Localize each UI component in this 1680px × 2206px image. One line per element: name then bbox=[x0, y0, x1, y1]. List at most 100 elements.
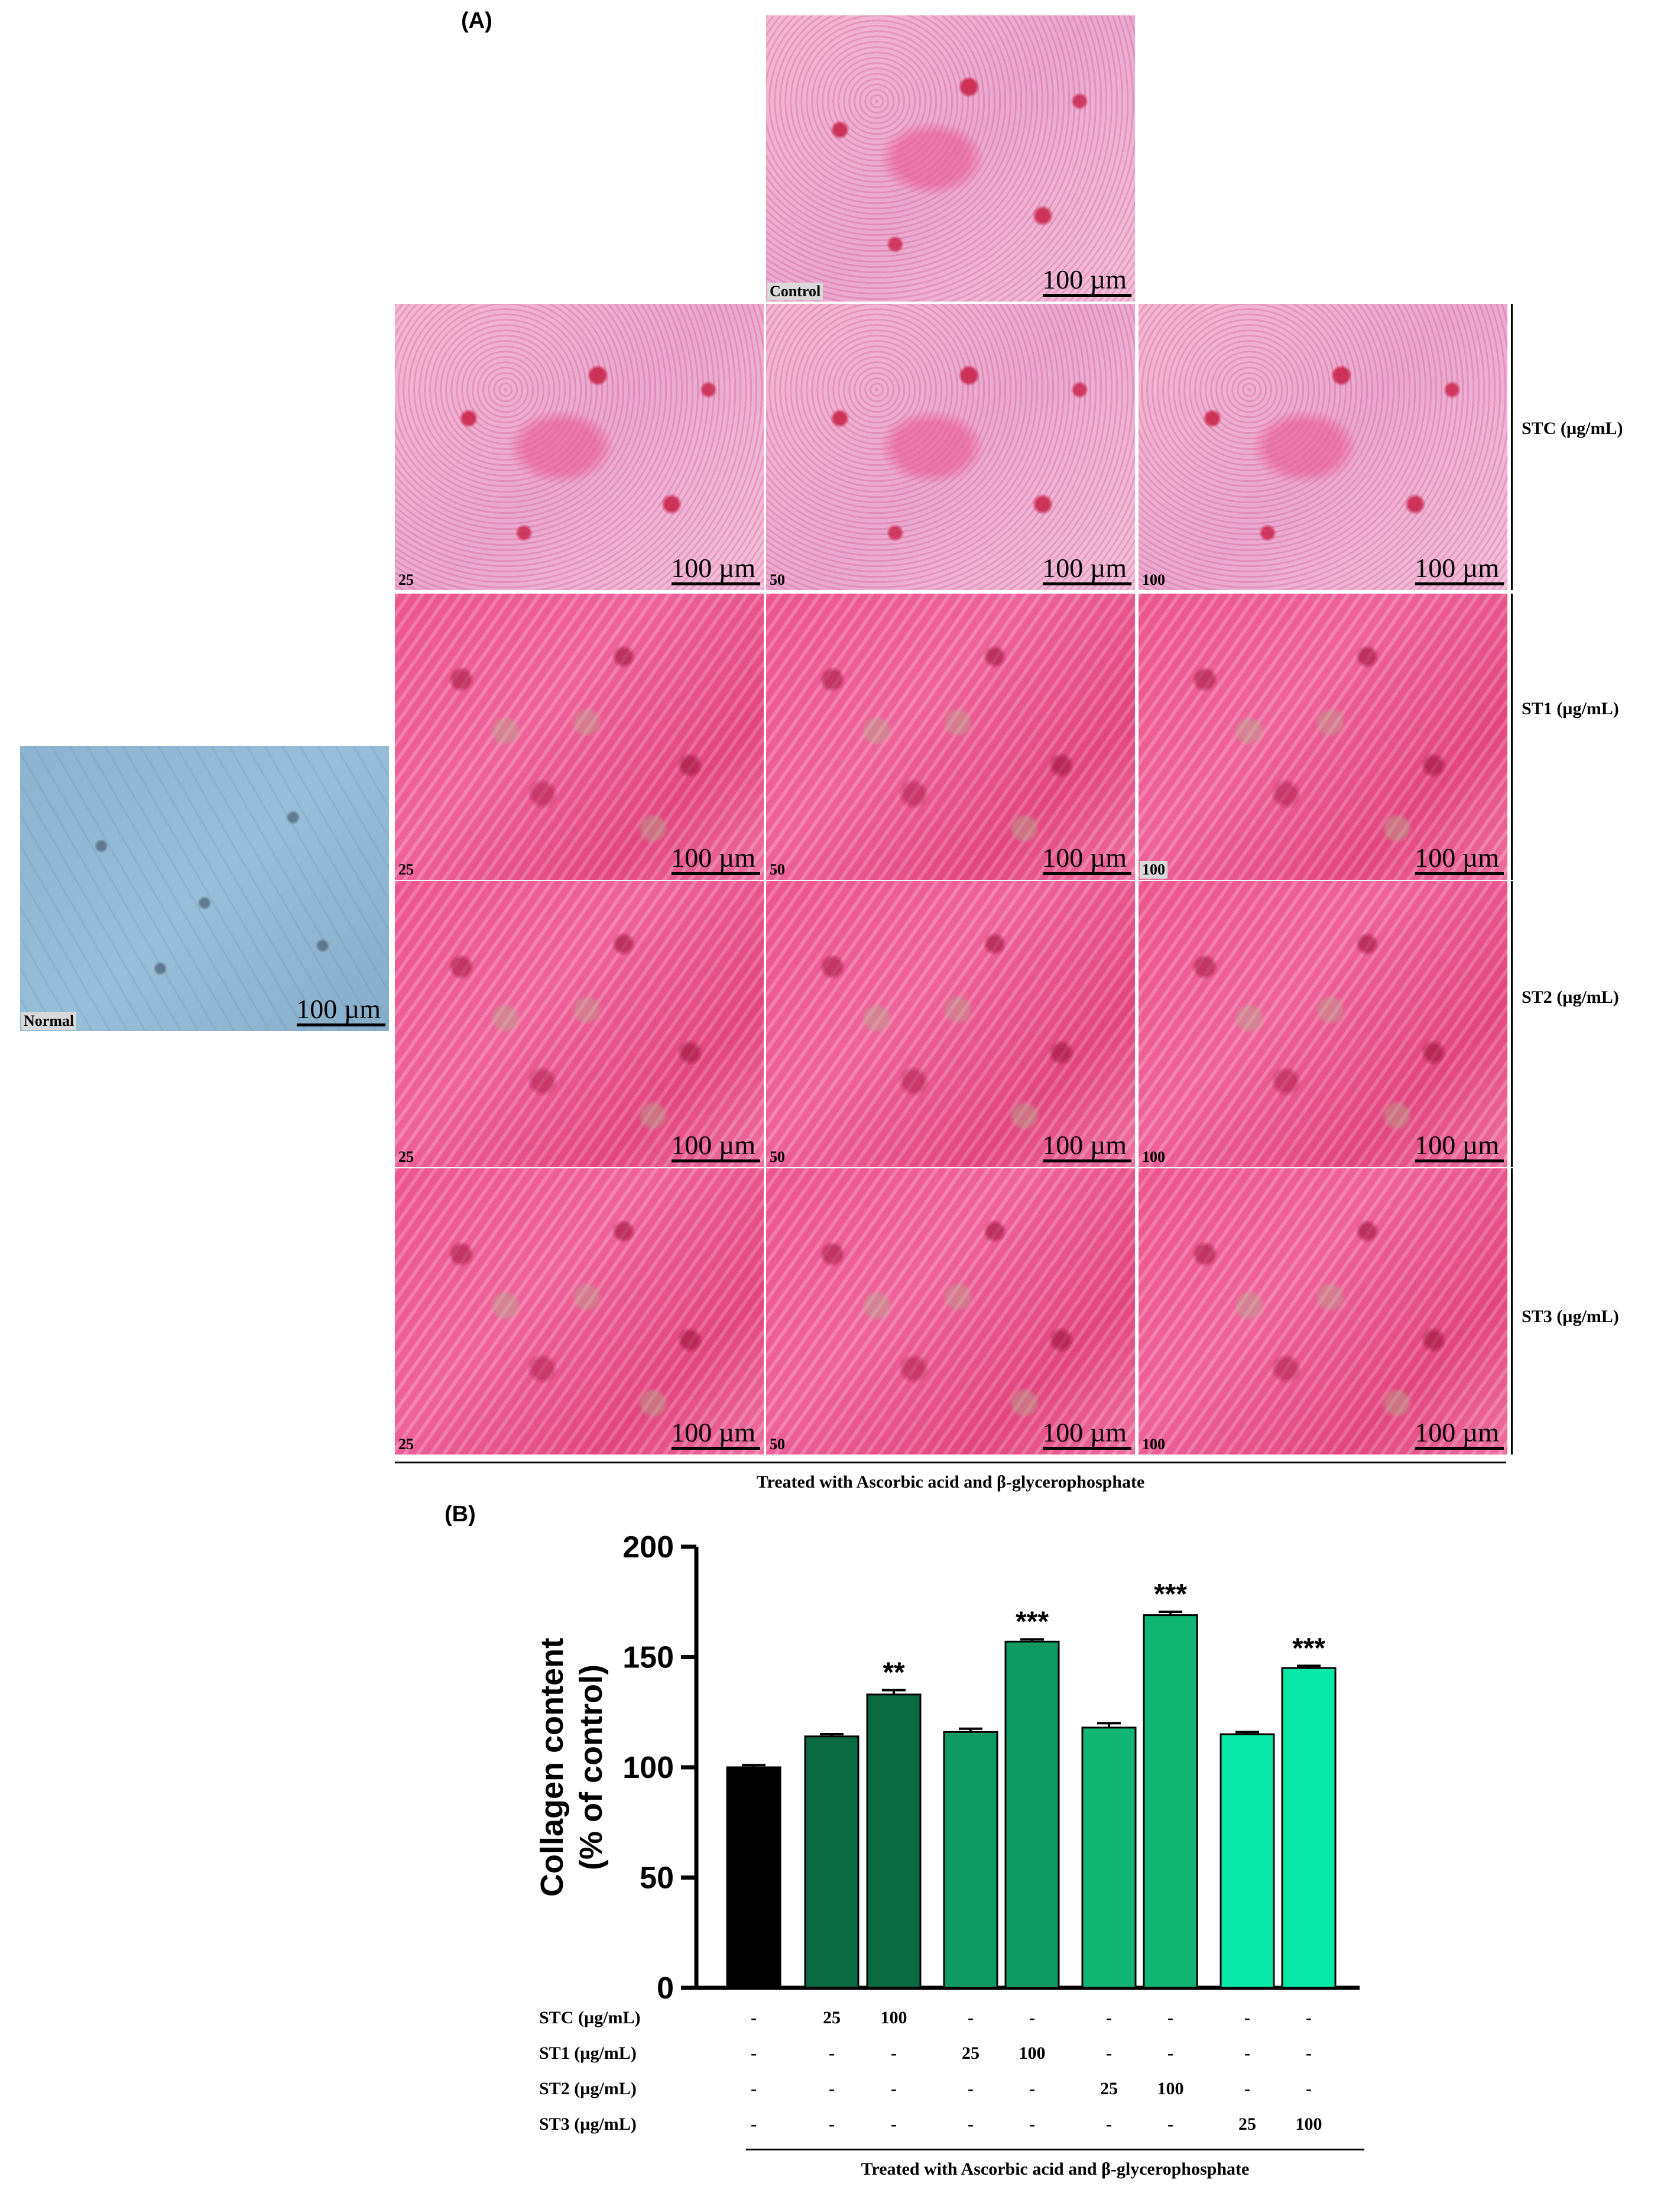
micrograph-st1-100: 100 100 µm bbox=[1139, 594, 1507, 880]
panel-a-label: (A) bbox=[461, 8, 492, 33]
dose-label: 100 bbox=[1140, 861, 1167, 879]
scale-bar bbox=[1043, 1447, 1131, 1450]
scale-label: 100 µm bbox=[1415, 1130, 1499, 1160]
table-cell: - bbox=[751, 2008, 757, 2027]
micrograph-st2-100: 100 100 µm bbox=[1139, 881, 1507, 1167]
micrograph-st2-50: 50 100 µm bbox=[766, 881, 1135, 1167]
micrograph-stc-25: 25 100 µm bbox=[395, 304, 764, 590]
scale-bar bbox=[672, 582, 760, 585]
table-cell: - bbox=[829, 2079, 835, 2098]
table-cell: - bbox=[891, 2079, 897, 2098]
row-bracket-st3 bbox=[1511, 1168, 1513, 1455]
micrograph-st3-25: 25 100 µm bbox=[395, 1168, 764, 1455]
table-cell: - bbox=[1306, 2043, 1312, 2063]
micrograph-control: Control 100 µm bbox=[766, 15, 1135, 302]
dose-label: 25 bbox=[398, 571, 414, 588]
table-cell: 25 bbox=[823, 2008, 841, 2027]
collagen-bar-chart: 0 50 100 150 200 Collagen content (% of contro… bbox=[534, 1530, 1360, 2006]
scale-bar bbox=[1415, 1447, 1504, 1450]
significance-label: *** bbox=[1016, 1606, 1049, 1638]
dose-label: 25 bbox=[398, 861, 414, 878]
row-label-st2: ST2 (µg/mL) bbox=[1522, 987, 1619, 1007]
panel-b-caption-line bbox=[746, 2149, 1364, 2150]
bar bbox=[804, 1735, 860, 1989]
bar bbox=[943, 1731, 998, 1989]
table-cell: - bbox=[1167, 2043, 1173, 2063]
micrograph-st1-50: 50 100 µm bbox=[766, 594, 1135, 880]
table-cell: - bbox=[829, 2043, 835, 2063]
scale-label: 100 µm bbox=[1042, 264, 1127, 294]
y-tick-label: 100 bbox=[622, 1751, 674, 1785]
table-cell: - bbox=[1167, 2008, 1173, 2027]
y-tick-label: 150 bbox=[622, 1641, 674, 1675]
table-cell: - bbox=[1244, 2079, 1250, 2098]
normal-label: Normal bbox=[21, 1012, 77, 1030]
y-axis-label: Collagen content bbox=[534, 1638, 570, 1897]
panel-b-caption: Treated with Ascorbic acid and β-glycero… bbox=[861, 2159, 1250, 2179]
bar bbox=[726, 1766, 781, 1989]
table-cell: - bbox=[968, 2114, 974, 2134]
scale-bar bbox=[297, 1023, 385, 1026]
scale-bar bbox=[1415, 582, 1504, 585]
table-cell: - bbox=[1029, 2008, 1035, 2027]
micrograph-normal: Normal 100 µm bbox=[20, 746, 389, 1031]
panel-b-label: (B) bbox=[445, 1502, 476, 1527]
table-cell: - bbox=[751, 2114, 757, 2134]
scale-label: 100 µm bbox=[1042, 1417, 1127, 1447]
y-tick-label: 50 bbox=[640, 1861, 674, 1896]
scale-bar bbox=[1415, 1159, 1504, 1162]
bar bbox=[1281, 1667, 1337, 1989]
significance-label: *** bbox=[1292, 1632, 1325, 1664]
table-cell: - bbox=[1167, 2114, 1173, 2134]
scale-bar bbox=[672, 872, 760, 875]
table-cell: 25 bbox=[962, 2043, 980, 2063]
table-cell: - bbox=[891, 2043, 897, 2063]
scale-bar bbox=[1043, 1159, 1131, 1162]
table-cell: 100 bbox=[1019, 2043, 1046, 2063]
scale-bar bbox=[1043, 872, 1131, 875]
table-cell: - bbox=[1106, 2043, 1112, 2063]
table-row-label: STC (µg/mL) bbox=[539, 2008, 641, 2027]
scale-label: 100 µm bbox=[1042, 843, 1127, 873]
micrograph-st2-25: 25 100 µm bbox=[395, 881, 764, 1167]
scale-label: 100 µm bbox=[671, 1417, 755, 1447]
scale-label: 100 µm bbox=[671, 553, 755, 583]
scale-label: 100 µm bbox=[671, 1130, 755, 1160]
row-label-st3: ST3 (µg/mL) bbox=[1522, 1307, 1619, 1326]
dose-label: 50 bbox=[770, 861, 785, 878]
table-cell: 100 bbox=[1295, 2114, 1322, 2134]
bar bbox=[1004, 1640, 1060, 1989]
table-cell: - bbox=[1029, 2114, 1035, 2134]
bar bbox=[1143, 1614, 1198, 1989]
table-row-label: ST2 (µg/mL) bbox=[539, 2079, 637, 2098]
scale-bar bbox=[1043, 582, 1131, 585]
micrograph-stc-100: 100 100 µm bbox=[1139, 304, 1507, 590]
table-cell: - bbox=[829, 2114, 835, 2134]
y-axis-label: (% of control) bbox=[573, 1664, 609, 1870]
table-cell: 25 bbox=[1238, 2114, 1256, 2134]
scale-label: 100 µm bbox=[296, 994, 381, 1024]
row-bracket-st2 bbox=[1511, 881, 1513, 1167]
scale-bar bbox=[672, 1447, 760, 1450]
scale-label: 100 µm bbox=[1042, 1130, 1127, 1160]
micrograph-stc-50: 50 100 µm bbox=[766, 304, 1135, 590]
bar bbox=[1220, 1733, 1275, 1989]
table-cell: - bbox=[891, 2114, 897, 2134]
dose-label: 100 bbox=[1142, 1436, 1165, 1453]
table-cell: - bbox=[1244, 2043, 1250, 2063]
scale-bar bbox=[672, 1159, 760, 1162]
dose-label: 25 bbox=[398, 1436, 414, 1453]
significance-label: ** bbox=[883, 1657, 905, 1688]
table-cell: 100 bbox=[1157, 2079, 1184, 2098]
panel-a-caption-line bbox=[395, 1462, 1506, 1463]
table-cell: - bbox=[968, 2008, 974, 2027]
row-label-st1: ST1 (µg/mL) bbox=[1522, 699, 1619, 718]
significance-label: *** bbox=[1154, 1579, 1187, 1610]
dose-label: 50 bbox=[770, 1148, 785, 1165]
micrograph-st3-50: 50 100 µm bbox=[766, 1168, 1135, 1455]
row-label-stc: STC (µg/mL) bbox=[1522, 419, 1623, 438]
scale-label: 100 µm bbox=[1415, 843, 1499, 873]
micrograph-st1-25: 25 100 µm bbox=[395, 594, 764, 880]
dose-label: 100 bbox=[1142, 1148, 1165, 1165]
scale-label: 100 µm bbox=[1415, 553, 1499, 583]
